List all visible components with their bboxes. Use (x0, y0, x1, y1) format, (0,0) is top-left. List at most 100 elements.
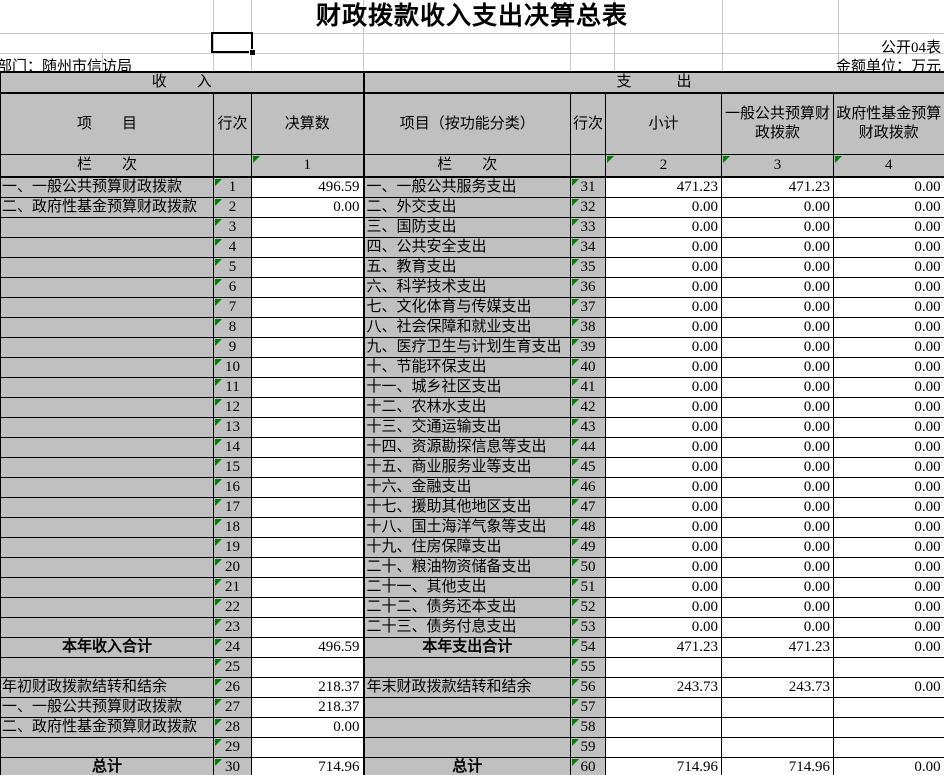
income-amount-cell[interactable]: 496.59 (250, 637, 365, 658)
expense-subtotal-cell[interactable]: 0.00 (605, 197, 723, 218)
income-line-no-cell[interactable]: 3 (213, 217, 252, 238)
income-amount-cell[interactable] (250, 537, 365, 558)
header-expense-gov-fund[interactable]: 政府性基金预算财政拨款 (833, 92, 944, 155)
expense-govfund-cell[interactable]: 0.00 (833, 477, 944, 498)
expense-item-cell[interactable]: 八、社会保障和就业支出 (362, 317, 572, 338)
expense-subtotal-cell[interactable]: 471.23 (605, 637, 723, 658)
expense-item-cell[interactable]: 本年支出合计 (362, 637, 572, 658)
income-line-no-cell[interactable]: 28 (213, 717, 252, 738)
expenditure-section-header[interactable]: 支 出 (362, 71, 944, 94)
expense-subtotal-cell[interactable]: 0.00 (605, 477, 723, 498)
expense-subtotal-cell[interactable]: 0.00 (605, 277, 723, 298)
expense-item-cell[interactable]: 六、科学技术支出 (362, 277, 572, 298)
index-income-rowno-cell[interactable] (213, 154, 252, 178)
expense-govfund-cell[interactable] (833, 717, 944, 738)
expense-line-no-cell[interactable]: 34 (570, 237, 607, 258)
income-item-cell[interactable] (0, 657, 214, 678)
header-expense-row-no[interactable]: 行次 (570, 92, 607, 155)
income-amount-cell[interactable] (250, 597, 365, 618)
expense-general-budget-cell[interactable]: 0.00 (721, 617, 835, 638)
expense-subtotal-cell[interactable]: 0.00 (605, 237, 723, 258)
expense-govfund-cell[interactable]: 0.00 (833, 557, 944, 578)
income-item-cell[interactable] (0, 257, 214, 278)
income-item-cell[interactable]: 年初财政拨款结转和结余 (0, 677, 214, 698)
income-line-no-cell[interactable]: 8 (213, 317, 252, 338)
income-line-no-cell[interactable]: 2 (213, 197, 252, 218)
expense-line-no-cell[interactable]: 55 (570, 657, 607, 678)
income-item-cell[interactable] (0, 317, 214, 338)
income-item-cell[interactable] (0, 337, 214, 358)
expense-subtotal-cell[interactable]: 471.23 (605, 176, 723, 198)
expense-item-cell[interactable]: 一、一般公共服务支出 (362, 176, 572, 198)
expense-item-cell[interactable]: 五、教育支出 (362, 257, 572, 278)
expense-govfund-cell[interactable]: 0.00 (833, 357, 944, 378)
expense-general-budget-cell[interactable]: 0.00 (721, 417, 835, 438)
expense-subtotal-cell[interactable]: 0.00 (605, 537, 723, 558)
income-amount-cell[interactable] (250, 237, 365, 258)
expense-govfund-cell[interactable]: 0.00 (833, 577, 944, 598)
income-amount-cell[interactable] (250, 617, 365, 638)
amount-unit-label[interactable]: 金额单位：万元 (835, 59, 941, 75)
expense-line-no-cell[interactable]: 37 (570, 297, 607, 318)
expense-item-cell[interactable]: 十七、援助其他地区支出 (362, 497, 572, 518)
expense-line-no-cell[interactable]: 50 (570, 557, 607, 578)
income-amount-cell[interactable] (250, 477, 365, 498)
expense-item-cell[interactable]: 十六、金融支出 (362, 477, 572, 498)
income-item-cell[interactable] (0, 437, 214, 458)
index-expense-rowno-cell[interactable] (570, 154, 607, 178)
expense-govfund-cell[interactable]: 0.00 (833, 176, 944, 198)
expense-general-budget-cell[interactable]: 714.96 (721, 757, 835, 775)
header-income-row-no[interactable]: 行次 (213, 92, 252, 155)
income-amount-cell[interactable] (250, 737, 365, 758)
expense-line-no-cell[interactable]: 59 (570, 737, 607, 758)
income-line-no-cell[interactable]: 4 (213, 237, 252, 258)
expense-item-cell[interactable]: 四、公共安全支出 (362, 237, 572, 258)
expense-item-cell[interactable] (362, 717, 572, 738)
expense-subtotal-cell[interactable]: 0.00 (605, 517, 723, 538)
income-item-cell[interactable] (0, 297, 214, 318)
expense-general-budget-cell[interactable]: 0.00 (721, 197, 835, 218)
expense-subtotal-cell[interactable]: 243.73 (605, 677, 723, 698)
expense-general-budget-cell[interactable]: 0.00 (721, 297, 835, 318)
expense-subtotal-cell[interactable]: 0.00 (605, 417, 723, 438)
income-amount-cell[interactable] (250, 297, 365, 318)
expense-govfund-cell[interactable]: 0.00 (833, 617, 944, 638)
income-item-cell[interactable]: 本年收入合计 (0, 637, 214, 658)
income-item-cell[interactable] (0, 477, 214, 498)
index-expense-label[interactable]: 栏 次 (362, 154, 572, 178)
income-item-cell[interactable] (0, 277, 214, 298)
income-item-cell[interactable] (0, 457, 214, 478)
expense-subtotal-cell[interactable]: 0.00 (605, 497, 723, 518)
income-amount-cell[interactable]: 496.59 (250, 176, 365, 198)
expense-subtotal-cell[interactable]: 0.00 (605, 397, 723, 418)
income-amount-cell[interactable]: 0.00 (250, 717, 365, 738)
expense-subtotal-cell[interactable] (605, 697, 723, 718)
income-amount-cell[interactable] (250, 377, 365, 398)
expense-subtotal-cell[interactable]: 0.00 (605, 357, 723, 378)
income-amount-cell[interactable]: 714.96 (250, 757, 365, 775)
income-amount-cell[interactable] (250, 557, 365, 578)
expense-subtotal-cell[interactable]: 0.00 (605, 437, 723, 458)
income-amount-cell[interactable] (250, 397, 365, 418)
expense-general-budget-cell[interactable]: 471.23 (721, 637, 835, 658)
income-line-no-cell[interactable]: 24 (213, 637, 252, 658)
expense-item-cell[interactable]: 二十三、债务付息支出 (362, 617, 572, 638)
income-amount-cell[interactable] (250, 657, 365, 678)
expense-general-budget-cell[interactable]: 0.00 (721, 437, 835, 458)
income-line-no-cell[interactable]: 11 (213, 377, 252, 398)
expense-govfund-cell[interactable] (833, 697, 944, 718)
income-amount-cell[interactable] (250, 337, 365, 358)
income-amount-cell[interactable] (250, 577, 365, 598)
expense-item-cell[interactable]: 十三、交通运输支出 (362, 417, 572, 438)
income-item-cell[interactable] (0, 417, 214, 438)
expense-line-no-cell[interactable]: 60 (570, 757, 607, 775)
income-amount-cell[interactable] (250, 437, 365, 458)
expense-line-no-cell[interactable]: 43 (570, 417, 607, 438)
income-line-no-cell[interactable]: 29 (213, 737, 252, 758)
income-section-header[interactable]: 收 入 (0, 71, 365, 94)
expense-subtotal-cell[interactable]: 0.00 (605, 217, 723, 238)
income-item-cell[interactable] (0, 217, 214, 238)
expense-general-budget-cell[interactable]: 0.00 (721, 517, 835, 538)
income-item-cell[interactable] (0, 577, 214, 598)
expense-govfund-cell[interactable]: 0.00 (833, 397, 944, 418)
